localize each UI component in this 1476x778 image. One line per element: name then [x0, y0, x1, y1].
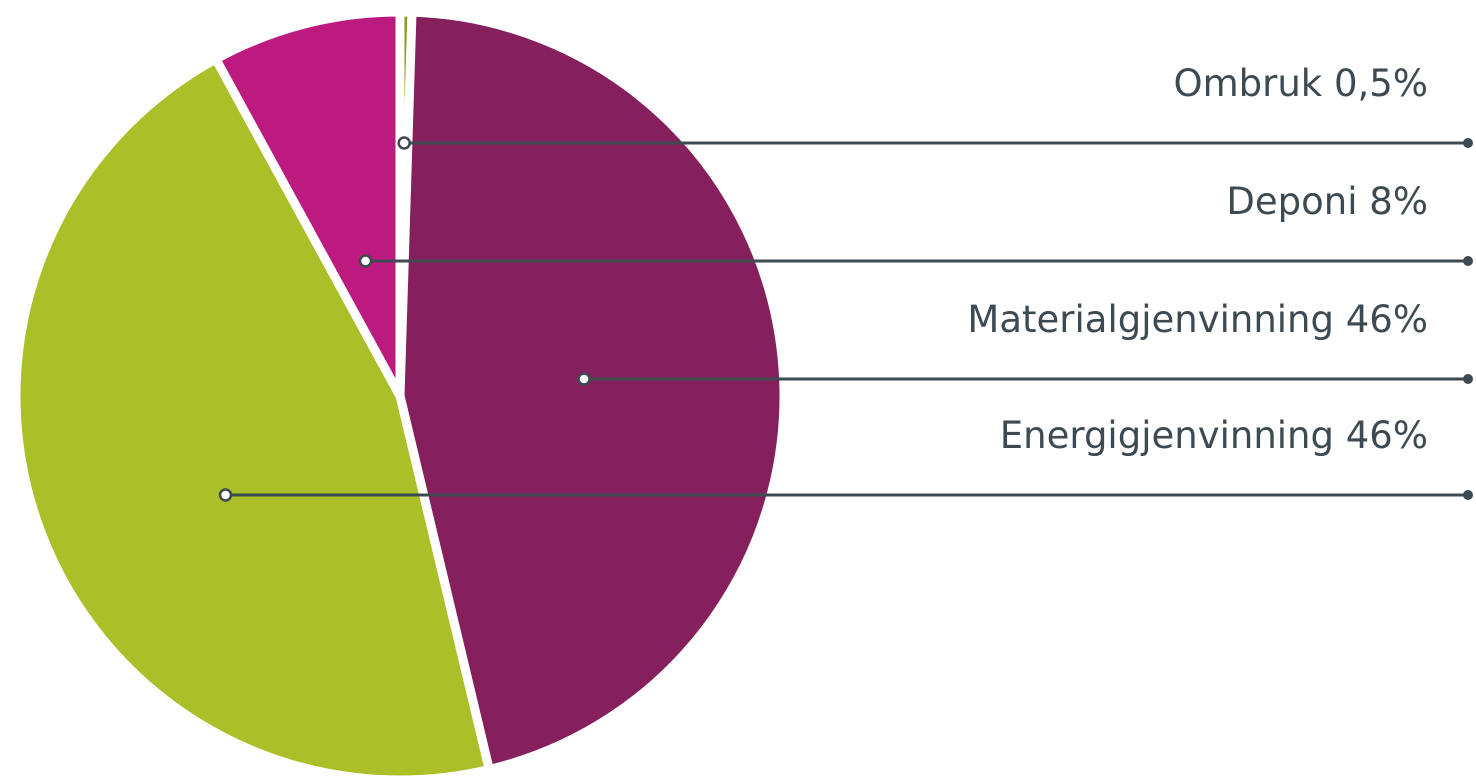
leader-start-marker-2: [577, 372, 591, 386]
leader-lines: [218, 136, 1473, 502]
legend-labels: Ombruk 0,5% Deponi 8% Materialgjenvinning …: [967, 62, 1428, 457]
leader-start-marker-3: [218, 488, 233, 502]
slice-label-3: Energigjenvinning 46%: [1000, 414, 1428, 457]
pie-slice-2: [11, 54, 494, 778]
leader-start-marker-1: [358, 254, 373, 268]
pie-slice-3: [211, 7, 405, 401]
leader-end-marker-0: [1463, 138, 1473, 148]
pie-slices: [11, 7, 789, 778]
slice-label-0: Ombruk 0,5%: [1173, 62, 1428, 105]
leader-end-marker-2: [1463, 374, 1473, 384]
slice-label-1: Deponi 8%: [1226, 180, 1428, 223]
pie-slice-1: [395, 7, 789, 774]
leader-end-marker-3: [1463, 490, 1473, 500]
slice-label-2: Materialgjenvinning 46%: [967, 298, 1428, 341]
leader-start-marker-0: [397, 136, 411, 150]
leader-end-marker-1: [1463, 256, 1473, 266]
